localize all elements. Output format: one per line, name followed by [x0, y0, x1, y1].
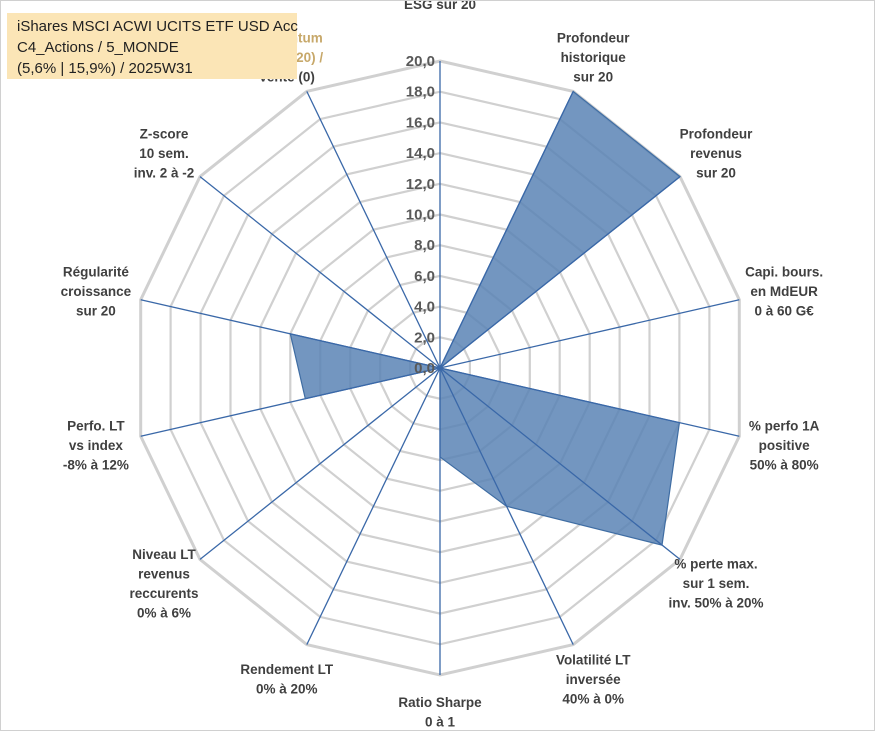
axis-label-3: Capi. bours. en MdEUR 0 à 60 G€ [745, 265, 823, 319]
spoke-2 [439, 176, 681, 369]
radial-ticks: 0,0 2,0 4,0 6,0 8,0 10,0 12,0 14,0 16,0 18,0 20,0 [406, 53, 435, 377]
axis-label-2: Profondeur revenus sur 20 [680, 126, 753, 180]
axis-label-1: Profondeur historique sur 20 [557, 31, 630, 85]
axis-label-6: Volatilité LT inversée 40% à 0% [556, 652, 631, 706]
axis-label-7: Ratio Sharpe 0 à 1 [398, 695, 482, 730]
tick-label-8: 16,0 [406, 114, 435, 131]
chart-title-line-1: iShares MSCI ACWI UCITS ETF USD Acc [17, 18, 298, 35]
axis-label-11: Régularité croissance sur 20 [61, 265, 132, 319]
axis-label-12: Z-score 10 sem. inv. 2 à -2 [134, 126, 195, 180]
tick-label-9: 18,0 [406, 84, 435, 101]
axis-label-8: Rendement LT 0% à 20% [240, 662, 334, 697]
radar-series [289, 90, 681, 546]
tick-label-1: 2,0 [414, 329, 435, 346]
spoke-13 [306, 91, 441, 369]
chart-title-box: iShares MSCI ACWI UCITS ETF USD Acc C4_A… [7, 13, 298, 79]
tick-label-6: 12,0 [406, 176, 435, 193]
tick-label-3: 6,0 [414, 268, 435, 285]
spoke-1 [439, 91, 574, 369]
tick-label-10: 20,0 [406, 53, 435, 70]
spoke-3 [439, 299, 740, 369]
spoke-8 [306, 367, 441, 645]
spoke-10 [140, 367, 441, 437]
spoke-5 [439, 367, 681, 560]
series-area [289, 90, 681, 546]
chart-title-line-2: C4_Actions / 5_MONDE [17, 39, 179, 56]
spoke-9 [199, 367, 441, 560]
spoke-4 [439, 367, 740, 437]
axis-label-0: NoteESG sur 20 [404, 1, 476, 12]
spoke-6 [439, 367, 574, 645]
tick-label-2: 4,0 [414, 299, 435, 316]
axis-label-9: Niveau LT revenus reccurents 0% à 6% [129, 547, 198, 621]
chart-title-line-3: (5,6% | 15,9%) / 2025W31 [17, 60, 193, 77]
tick-label-7: 14,0 [406, 145, 435, 162]
axis-label-10: Perfo. LT vs index -8% à 12% [63, 418, 129, 472]
radar-spokes [140, 61, 740, 675]
axis-label-4: % perfo 1A positive 50% à 80% [749, 418, 820, 472]
tick-label-4: 8,0 [414, 237, 435, 254]
spoke-11 [140, 299, 441, 369]
spoke-12 [199, 176, 441, 369]
tick-label-0: 0,0 [414, 360, 435, 377]
tick-label-5: 10,0 [406, 207, 435, 224]
axis-label-5: % perte max. sur 1 sem. inv. 50% à 20% [668, 557, 763, 611]
